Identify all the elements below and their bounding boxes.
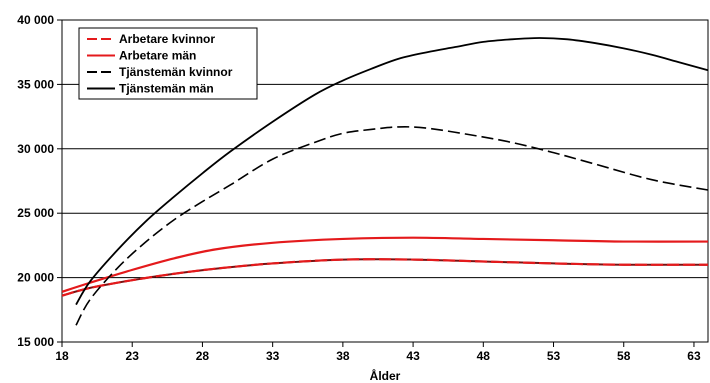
y-tick-label: 15 000 bbox=[17, 335, 54, 349]
legend-label: Arbetare män bbox=[119, 49, 196, 63]
legend-item: Tjänstemän män bbox=[87, 82, 214, 96]
legend-label: Arbetare kvinnor bbox=[119, 32, 215, 46]
tick-labels: 15 000 20 000 25 000 30 000 35 000 40 000 18 23… bbox=[17, 13, 701, 363]
y-tick-label: 25 000 bbox=[17, 206, 54, 220]
x-tick-label: 38 bbox=[336, 349, 350, 363]
x-tick-label: 23 bbox=[126, 349, 140, 363]
legend-item: Tjänstemän kvinnor bbox=[87, 65, 233, 79]
plot-border bbox=[61, 19, 709, 343]
series-arbetare-kvinnor bbox=[61, 258, 709, 297]
x-tick-label: 53 bbox=[547, 349, 561, 363]
legend-label: Tjänstemän män bbox=[119, 82, 214, 96]
y-tick-label: 40 000 bbox=[17, 13, 54, 27]
y-tick-label: 35 000 bbox=[17, 77, 54, 91]
series-tjansteman-man bbox=[75, 37, 709, 306]
y-tick-label: 20 000 bbox=[17, 271, 54, 285]
legend-item: Arbetare män bbox=[87, 49, 196, 63]
axes bbox=[61, 19, 709, 343]
legend-label: Tjänstemän kvinnor bbox=[119, 65, 233, 79]
series-lines bbox=[61, 37, 709, 326]
series-tjansteman-kvinnor bbox=[75, 126, 709, 326]
x-tick-label: 43 bbox=[406, 349, 420, 363]
y-tick-label: 30 000 bbox=[17, 142, 54, 156]
x-tick-label: 33 bbox=[266, 349, 280, 363]
x-tick-label: 48 bbox=[477, 349, 491, 363]
x-tick-label: 58 bbox=[617, 349, 631, 363]
legend-item: Arbetare kvinnor bbox=[87, 32, 215, 46]
series-arbetare-man bbox=[61, 236, 709, 293]
x-tick-label: 18 bbox=[55, 349, 69, 363]
x-axis-title: Ålder bbox=[370, 368, 401, 383]
legend: Arbetare kvinnor Arbetare män Tjänstemän k… bbox=[78, 27, 258, 100]
x-tick-label: 28 bbox=[196, 349, 210, 363]
x-tick-label: 63 bbox=[687, 349, 701, 363]
